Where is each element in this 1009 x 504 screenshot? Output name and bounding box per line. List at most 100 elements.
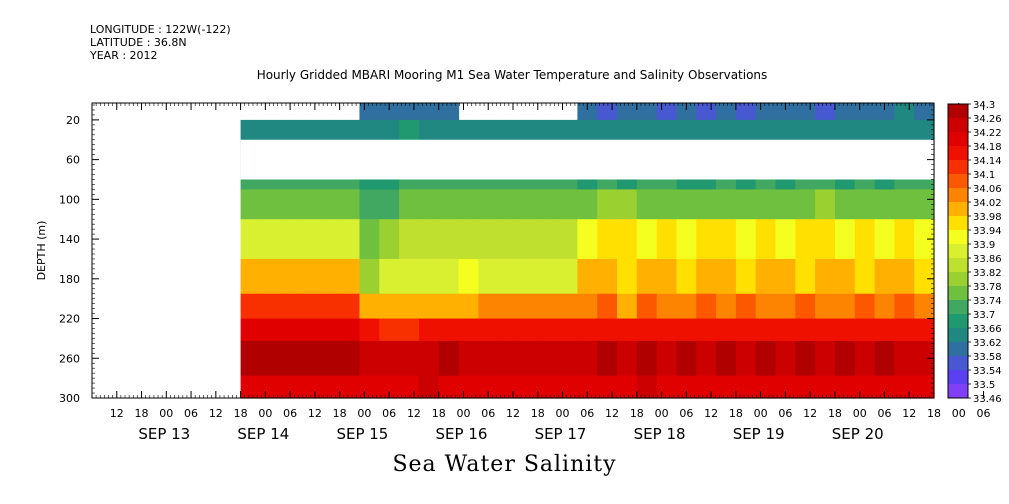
heatmap-cell <box>458 189 479 220</box>
colorbar-label: 33.46 <box>973 394 1002 405</box>
heatmap-cell <box>696 103 717 121</box>
heatmap-cell <box>359 293 380 320</box>
heatmap-cell <box>498 318 519 342</box>
heatmap-cell <box>438 318 460 342</box>
heatmap-cell <box>399 258 420 295</box>
heatmap-cell <box>696 219 717 260</box>
x-hour-tick-label: 06 <box>877 407 891 420</box>
x-hour-tick-label: 00 <box>655 407 669 420</box>
x-hour-tick-label: 00 <box>853 407 867 420</box>
heatmap-cell <box>418 293 440 320</box>
colorbar-label: 34.14 <box>973 156 1002 167</box>
heatmap-cell <box>874 103 895 121</box>
heatmap-cell <box>597 318 618 342</box>
heatmap-cell <box>438 375 460 399</box>
heatmap-cell <box>438 258 460 295</box>
colorbar-swatch <box>948 230 968 245</box>
heatmap-cell <box>617 219 638 260</box>
colorbar-swatch <box>948 300 968 315</box>
heatmap-cell <box>557 318 578 342</box>
heatmap-cell <box>240 340 261 377</box>
heatmap-cell <box>696 318 717 342</box>
heatmap-cell <box>894 375 915 399</box>
heatmap-cell <box>894 293 915 320</box>
heatmap-cell <box>319 189 341 220</box>
heatmap-cell <box>874 293 895 320</box>
heatmap-cell <box>260 293 281 320</box>
heatmap-cell <box>399 340 420 377</box>
colorbar-swatch <box>948 272 968 287</box>
heatmap-cell <box>676 258 697 295</box>
colorbar-label: 33.74 <box>973 296 1002 307</box>
x-hour-tick-label: 12 <box>209 407 223 420</box>
heatmap-cell <box>537 258 559 295</box>
heatmap-cell <box>418 219 440 260</box>
heatmap-cell <box>617 293 638 320</box>
heatmap-cell <box>478 293 499 320</box>
heatmap-cell <box>280 340 301 377</box>
heatmap-cell <box>260 340 281 377</box>
heatmap-cell <box>478 318 499 342</box>
longitude-label: LONGITUDE : 122W(-122) <box>90 23 231 36</box>
heatmap-cell <box>894 103 915 121</box>
heatmap-cell <box>656 318 678 342</box>
heatmap-cell <box>636 318 658 342</box>
heatmap-cell <box>735 103 757 121</box>
heatmap-cell <box>498 375 519 399</box>
heatmap-cell <box>914 293 935 320</box>
colorbar-label: 33.9 <box>973 240 995 251</box>
heatmap-cell <box>676 219 697 260</box>
heatmap-cell <box>914 219 935 260</box>
colorbar-swatch <box>948 328 968 343</box>
heatmap-cell <box>795 219 816 260</box>
heatmap-cell <box>280 318 301 342</box>
heatmap-cell <box>379 375 400 399</box>
heatmap-cell <box>399 189 420 220</box>
heatmap-cell <box>478 219 499 260</box>
colorbar-label: 33.58 <box>973 352 1002 363</box>
colorbar-swatch <box>948 132 968 147</box>
heatmap-cell <box>656 219 678 260</box>
heatmap-cell <box>359 340 380 377</box>
x-hour-tick-label: 12 <box>407 407 421 420</box>
heatmap-cell <box>418 189 440 220</box>
x-hour-tick-label: 00 <box>952 407 966 420</box>
x-day-label: SEP 15 <box>336 425 388 443</box>
heatmap-cell <box>319 340 341 377</box>
heatmap-cell <box>874 219 895 260</box>
colorbar-swatch <box>948 370 968 385</box>
x-hour-tick-label: 18 <box>432 407 446 420</box>
heatmap-cell <box>557 258 578 295</box>
colorbar-swatch <box>948 160 968 175</box>
x-hour-tick-label: 06 <box>778 407 792 420</box>
colorbar-label: 34.1 <box>973 170 995 181</box>
x-hour-tick-label: 12 <box>902 407 916 420</box>
heatmap-cell <box>716 219 737 260</box>
heatmap-cell <box>874 258 895 295</box>
heatmap-cell <box>438 189 460 220</box>
heatmap-cell <box>379 103 400 121</box>
heatmap-cell <box>240 293 261 320</box>
heatmap-cell <box>260 189 281 220</box>
x-hour-tick-label: 00 <box>754 407 768 420</box>
x-day-label: SEP 18 <box>634 425 686 443</box>
heatmap-cell <box>636 103 658 121</box>
colorbar-label: 34.18 <box>973 142 1002 153</box>
heatmap-cell <box>418 318 440 342</box>
heatmap-cell <box>815 293 836 320</box>
heatmap-cell <box>656 293 678 320</box>
x-hour-tick-label: 18 <box>531 407 545 420</box>
heatmap-cell <box>716 189 737 220</box>
heatmap-cell <box>834 103 856 121</box>
heatmap-cell <box>280 189 301 220</box>
heatmap-cell <box>399 219 420 260</box>
heatmap-cell <box>577 318 598 342</box>
heatmap-cell <box>874 375 895 399</box>
heatmap-cell <box>815 103 836 121</box>
heatmap-cell <box>339 189 361 220</box>
heatmap-cell <box>735 318 757 342</box>
heatmap-cell <box>498 189 519 220</box>
heatmap-cell <box>854 258 876 295</box>
colorbar-swatch <box>948 174 968 189</box>
